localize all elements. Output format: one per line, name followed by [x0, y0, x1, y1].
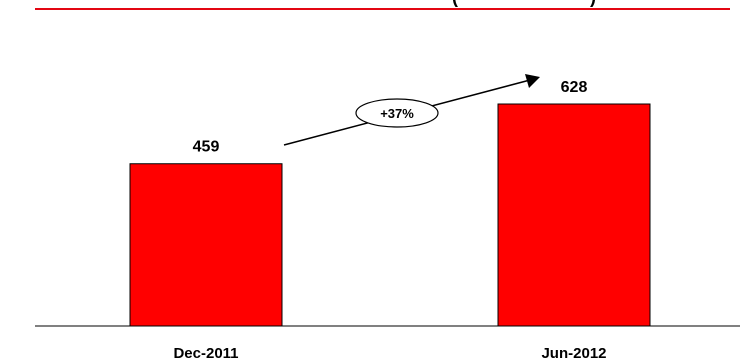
category-label-jun-2012: Jun-2012	[541, 345, 606, 362]
bar-jun-2012	[497, 103, 651, 327]
category-labels: Dec-2011 Jun-2012	[173, 345, 606, 362]
growth-badge-label: +37%	[380, 106, 414, 121]
data-label-dec-2011: 459	[193, 139, 220, 156]
header-rule	[35, 8, 730, 10]
title-fragment-open: (	[452, 0, 458, 7]
bar-dec-2011	[129, 163, 283, 327]
title-fragment-close: )	[590, 0, 596, 7]
data-labels: 459 628	[193, 79, 588, 156]
growth-annotation: +37%	[283, 74, 540, 146]
data-label-jun-2012: 628	[561, 79, 588, 96]
growth-badge	[355, 98, 439, 128]
category-label-dec-2011: Dec-2011	[173, 345, 238, 362]
arrow-head-icon	[525, 74, 540, 88]
bar-series	[129, 103, 651, 327]
